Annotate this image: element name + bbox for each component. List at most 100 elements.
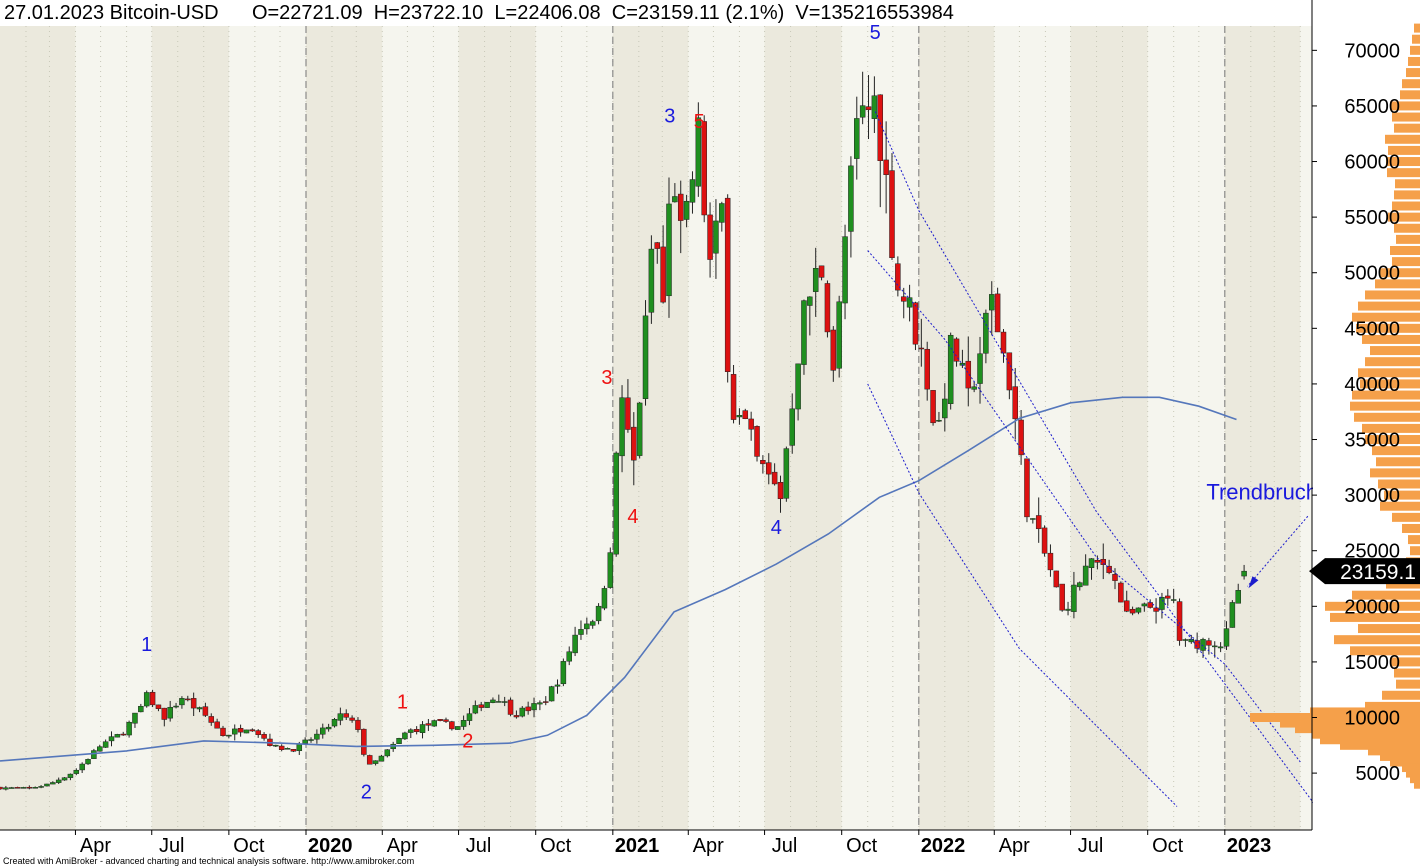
candle-body [249,729,256,732]
candle-body [589,621,596,626]
candle-body [625,397,631,430]
x-tick-label: Jul [466,835,492,857]
x-tick-label: Apr [80,835,111,857]
candle [918,318,925,367]
candle [55,777,62,784]
candle-body [548,686,555,702]
volume-profile-bar [1352,590,1420,600]
candle [308,737,314,743]
candle [337,707,344,726]
wave-label: 4 [771,517,782,539]
candle-body [1170,599,1177,601]
candle-body [701,121,707,216]
candle [677,180,684,254]
volume-profile-bar [1414,779,1420,789]
candle-body [1159,596,1165,610]
volume-profile-bar [1386,157,1420,167]
candle-body [1241,570,1247,577]
x-tick-label: Apr [387,835,418,857]
candle-body [930,390,936,424]
candle-body [883,159,889,175]
candle [601,585,608,611]
header-high: H=23722.10 [373,2,484,24]
volume-profile-bar [1394,668,1420,678]
quarter-band [1070,26,1148,830]
candle-body [231,728,238,735]
candles [0,71,1247,791]
candle-body [601,588,608,609]
candle [1065,601,1071,616]
candle-body [460,720,467,727]
candle-body [425,723,432,726]
candle-body [14,787,21,789]
candle-body [619,397,625,457]
candle-body [167,706,173,719]
y-tick-label: 35000 [1344,430,1400,452]
volume-profile-bar [1358,624,1420,634]
candle [525,701,531,715]
candle [1129,606,1136,616]
candle-body [443,719,449,722]
candle [431,719,438,727]
candle [126,720,132,738]
candle-body [854,118,860,159]
candle [965,336,972,407]
candle [202,702,209,718]
candle-body [754,426,760,457]
candle-body [261,734,267,739]
candle-body [501,701,508,703]
candle-body [108,736,115,742]
volume-profile-bar [1370,346,1420,356]
candle-body [1047,552,1054,571]
candle-body [760,460,766,465]
candle [889,153,895,260]
candle [361,728,367,757]
y-tick-label: 70000 [1344,40,1400,62]
candle [1106,559,1112,575]
volume-profile-bar [1414,23,1420,33]
volume-profile-bar [1354,412,1420,422]
candle [190,692,197,717]
candle [953,337,960,367]
candle [437,719,443,722]
candle [255,729,261,738]
candle-body [953,338,960,362]
candle-body [771,471,778,485]
candle [1141,602,1148,612]
candle [842,224,848,320]
candle-body [513,715,520,718]
candle [859,71,866,125]
candle-body [983,312,989,354]
candle-body [812,268,819,292]
candle-body [977,353,983,384]
candle [454,726,461,730]
candle [79,762,85,773]
candle [930,390,936,426]
candle-body [290,749,297,752]
candle-body [554,684,561,687]
volume-profile-bar [1375,279,1420,289]
candle-body [713,220,719,254]
candle-body [783,448,790,499]
candle [490,697,496,704]
candle [413,726,420,735]
candle-body [537,702,543,705]
candle [989,281,995,336]
candle [484,701,490,708]
candle [812,247,819,317]
volume-profile-bar [1365,435,1420,445]
candle-body [1077,582,1083,588]
volume-profile-bar [1362,423,1420,433]
volume-profile-bar [1365,701,1420,711]
candle [443,717,449,723]
x-tick-label: Apr [693,835,724,857]
candle [754,425,760,462]
candle [237,724,244,737]
x-tick-label: 2023 [1227,835,1272,857]
candle-body [1018,419,1024,456]
candle [138,703,144,713]
volume-profile-bar [1380,751,1420,761]
candle [290,749,297,753]
candle-body [490,699,496,703]
